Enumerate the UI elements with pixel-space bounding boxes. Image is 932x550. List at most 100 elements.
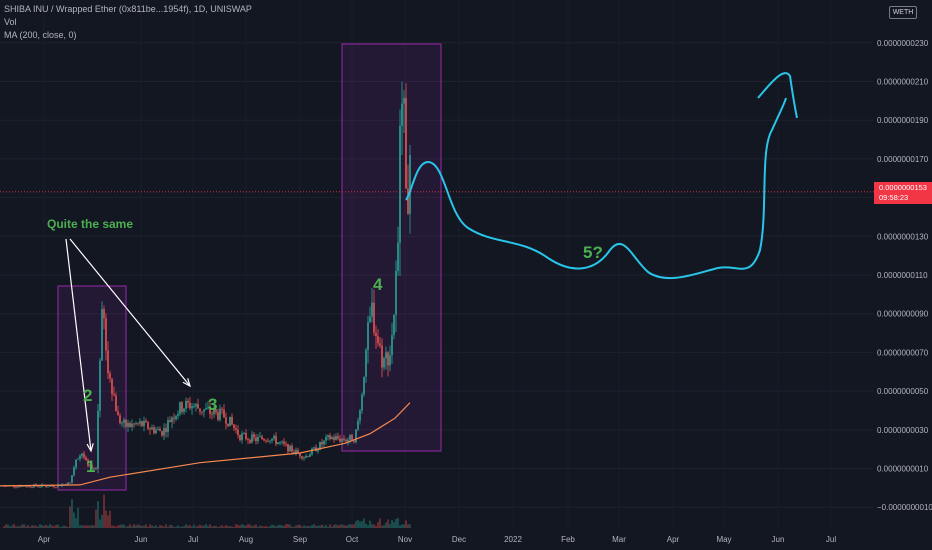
volume-bar — [37, 526, 39, 528]
candle-body — [319, 442, 321, 450]
candle-body — [159, 428, 161, 432]
candle-body — [407, 188, 409, 214]
volume-bar — [267, 526, 269, 528]
candle-body — [127, 423, 129, 427]
currency-badge[interactable]: WETH — [889, 6, 917, 19]
candle-body — [233, 424, 235, 429]
candle-body — [207, 407, 209, 409]
candle-body — [237, 429, 239, 435]
candle-body — [53, 486, 55, 488]
candle-body — [385, 352, 387, 359]
volume-bar — [265, 525, 267, 528]
volume-bar — [297, 524, 299, 528]
candle-body — [277, 442, 279, 445]
volume-bar — [213, 525, 215, 528]
candle-body — [205, 408, 207, 410]
y-tick-label: 0.0000000030 — [877, 426, 929, 435]
volume-bar — [9, 526, 11, 528]
candle-body — [267, 441, 269, 442]
volume-bar — [147, 526, 149, 528]
candle-body — [15, 486, 17, 488]
x-tick-label: Mar — [612, 535, 626, 544]
candle-body — [81, 453, 83, 456]
volume-bar — [217, 526, 219, 528]
volume-bar — [399, 525, 401, 528]
volume-bar — [359, 521, 361, 528]
volume-bar — [309, 526, 311, 528]
candle-body — [357, 420, 359, 430]
candle-body — [265, 440, 267, 442]
volume-bar — [177, 525, 179, 528]
wave-label-1: 1 — [86, 457, 95, 476]
volume-bar — [357, 519, 359, 528]
candle-body — [117, 411, 119, 416]
volume-bar — [313, 524, 315, 528]
candle-body — [45, 485, 47, 487]
candle-body — [393, 314, 395, 336]
volume-bar — [229, 526, 231, 528]
candle-body — [19, 486, 21, 487]
volume-bar — [75, 518, 77, 528]
volume-bar — [89, 525, 91, 528]
candle-body — [209, 407, 211, 414]
volume-bar — [165, 524, 167, 528]
candle-body — [103, 309, 105, 319]
candle-body — [139, 421, 141, 424]
y-tick-label: 0.0000000130 — [877, 232, 929, 241]
volume-bar — [17, 526, 19, 528]
candle-body — [247, 439, 249, 440]
volume-bar — [25, 526, 27, 528]
volume-bar — [201, 525, 203, 528]
volume-bar — [45, 524, 47, 528]
volume-bar — [331, 526, 333, 528]
x-tick-label: Jun — [135, 535, 148, 544]
volume-bar — [285, 524, 287, 528]
volume-bar — [407, 524, 409, 528]
volume-bar — [245, 525, 247, 528]
volume-bar — [43, 525, 45, 528]
volume-bar — [325, 524, 327, 528]
volume-bar — [159, 525, 161, 528]
volume-bar — [283, 525, 285, 528]
candle-body — [185, 400, 187, 409]
candle-body — [189, 402, 191, 409]
volume-bar — [63, 525, 65, 528]
candle-body — [21, 485, 23, 487]
volume-bar — [61, 526, 63, 528]
time-axis: Apr Jun Jul Aug Sep Oct Nov Dec 2022 Feb Mar Apr May… — [38, 535, 837, 544]
y-tick-label: 0.0000000090 — [877, 310, 929, 319]
volume-bar — [103, 494, 105, 528]
volume-bar — [107, 515, 109, 528]
volume-bar — [183, 526, 185, 528]
volume-bar — [327, 526, 329, 528]
volume-bar — [387, 519, 389, 528]
candle-body — [171, 417, 173, 423]
volume-bar — [11, 525, 13, 528]
candle-body — [213, 409, 215, 415]
volume-bar — [367, 525, 369, 528]
candle-body — [111, 378, 113, 395]
volume-bar — [379, 518, 381, 528]
candle-body — [109, 373, 111, 379]
volume-bar — [69, 506, 71, 528]
x-tick-label: Apr — [667, 535, 680, 544]
volume-bar — [139, 525, 141, 528]
candle-body — [73, 467, 75, 476]
volume-bar — [401, 524, 403, 528]
volume-bar — [287, 524, 289, 528]
candle-body — [261, 436, 263, 440]
volume-bar — [143, 525, 145, 528]
volume-bar — [31, 525, 33, 528]
volume-bar — [269, 526, 271, 528]
candle-body — [155, 429, 157, 434]
volume-bar — [227, 526, 229, 528]
candle-body — [307, 456, 309, 457]
candle-body — [349, 434, 351, 440]
volume-bar — [205, 524, 207, 528]
volume-bar — [79, 525, 81, 528]
volume-bar — [199, 524, 201, 528]
candle-body — [383, 358, 385, 368]
y-tick-label: −0.0000000010 — [877, 503, 932, 512]
candle-body — [57, 484, 59, 488]
